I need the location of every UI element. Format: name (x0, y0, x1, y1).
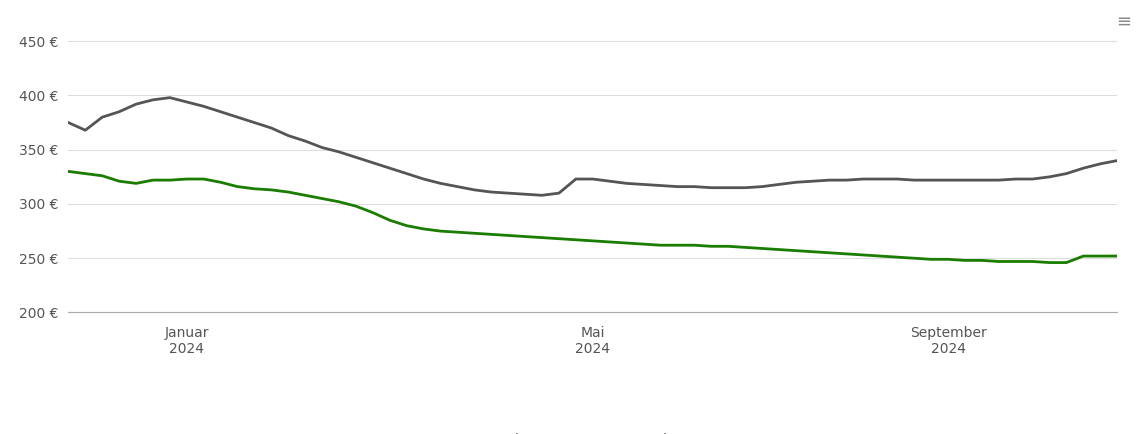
Text: ≡: ≡ (1116, 13, 1131, 31)
Legend: lose Ware, Sackware: lose Ware, Sackware (474, 427, 711, 434)
